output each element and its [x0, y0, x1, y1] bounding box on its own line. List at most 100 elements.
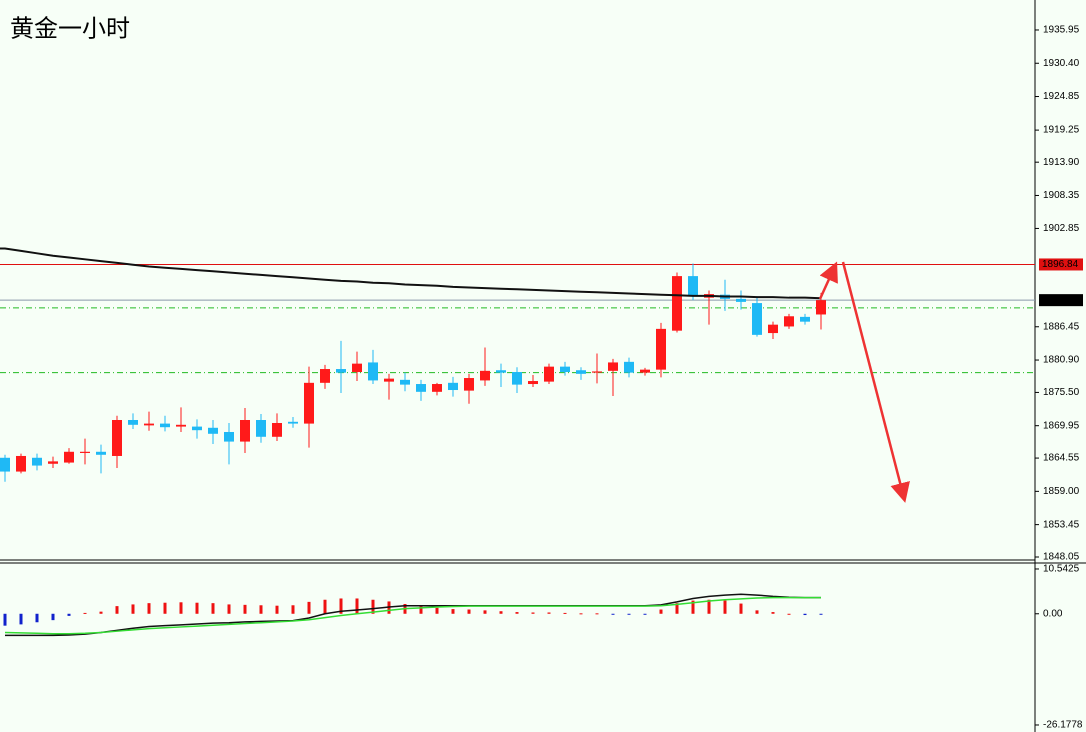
candle-body	[368, 362, 378, 381]
candle-body	[512, 372, 522, 385]
histogram-bar	[51, 613, 55, 621]
histogram-bar	[419, 606, 423, 614]
histogram-bar	[19, 613, 23, 625]
candle-body	[800, 316, 810, 322]
y-tick-label: 1919.25	[1043, 125, 1080, 136]
histogram-bar	[291, 605, 295, 614]
histogram-bar	[803, 613, 807, 616]
histogram-bar	[243, 604, 247, 614]
histogram-bar	[195, 602, 199, 614]
candle-body	[464, 378, 474, 391]
candle-body	[384, 378, 394, 382]
candle-body	[656, 328, 666, 370]
candle-body	[400, 379, 410, 385]
histogram-bar	[147, 603, 151, 614]
candle-body	[288, 421, 298, 424]
histogram-bar	[787, 613, 791, 615]
macd-line	[5, 593, 821, 637]
candle-body	[688, 276, 698, 296]
candle-body	[208, 427, 218, 434]
histogram-bar	[467, 609, 471, 614]
candle-body	[336, 369, 346, 373]
candle-body	[192, 426, 202, 431]
histogram-bar	[435, 607, 439, 614]
candle-body	[544, 366, 554, 382]
y-tick-label: 10.5425	[1043, 564, 1080, 575]
candle-body	[176, 424, 186, 427]
candle-body	[128, 420, 138, 425]
candle-body	[32, 457, 42, 466]
histogram-bar	[483, 610, 487, 614]
histogram-bar	[35, 613, 39, 623]
histogram-bar	[211, 603, 215, 614]
histogram-bar	[531, 612, 535, 614]
candle-body	[256, 420, 266, 437]
histogram-bar	[659, 609, 663, 614]
histogram-bar	[115, 606, 119, 614]
candle-body	[304, 382, 314, 424]
price-label: 1896.84	[1042, 259, 1079, 270]
histogram-bar	[131, 604, 135, 614]
histogram-bar	[547, 612, 551, 614]
candle-body	[624, 361, 634, 373]
histogram-bar	[675, 603, 679, 614]
histogram-bar	[83, 612, 87, 614]
histogram-bar	[611, 613, 615, 615]
candle-body	[432, 384, 442, 392]
price-label-box	[1039, 258, 1083, 271]
histogram-bar	[451, 609, 455, 614]
y-tick-label: 1880.90	[1043, 355, 1080, 366]
histogram-bar	[691, 600, 695, 614]
histogram-bar	[3, 613, 7, 626]
arrow-up	[818, 261, 838, 300]
histogram-bar	[643, 613, 647, 615]
candle-body	[272, 422, 282, 437]
histogram-bar	[371, 599, 375, 614]
y-tick-label: 1924.85	[1043, 91, 1080, 102]
histogram-bar	[627, 613, 631, 615]
y-tick-label: 1913.90	[1043, 157, 1080, 168]
candle-body	[80, 451, 90, 453]
arrow-down	[841, 261, 910, 503]
candle-body	[160, 423, 170, 428]
histogram-bar	[595, 613, 599, 615]
candle-body	[48, 461, 58, 464]
price-label-box	[1039, 294, 1083, 307]
y-tick-label: 0.00	[1043, 608, 1063, 619]
histogram-bar	[771, 612, 775, 614]
candle-body	[352, 363, 362, 373]
candle-body	[592, 371, 602, 373]
candle-body	[144, 423, 154, 426]
candle-body	[784, 316, 794, 327]
signal-line	[4, 596, 821, 635]
y-tick-label: 1853.45	[1043, 519, 1080, 530]
candle-body	[816, 300, 826, 315]
histogram-bar	[819, 613, 823, 615]
candle-body	[448, 382, 458, 391]
y-tick-label: 1930.40	[1043, 58, 1080, 69]
y-tick-label: 1859.00	[1043, 486, 1080, 497]
candle-body	[496, 370, 506, 373]
y-tick-label: 1935.95	[1043, 25, 1080, 36]
y-tick-label: 1848.05	[1043, 552, 1080, 563]
y-tick-label: 1869.95	[1043, 420, 1080, 431]
y-tick-label: 1908.35	[1043, 190, 1080, 201]
histogram-bar	[707, 599, 711, 614]
y-tick-label: 1886.45	[1043, 321, 1080, 332]
histogram-bar	[339, 598, 343, 614]
candle-body	[320, 369, 330, 383]
histogram-bar	[67, 613, 71, 616]
y-tick-label: 1864.55	[1043, 453, 1080, 464]
histogram-bar	[307, 601, 311, 614]
histogram-bar	[99, 611, 103, 614]
candle-body	[96, 451, 106, 455]
candle-body	[112, 420, 122, 456]
candle-body	[576, 370, 586, 374]
candle-body	[672, 276, 682, 331]
candle-body	[560, 366, 570, 373]
histogram-bar	[515, 612, 519, 614]
histogram-bar	[563, 612, 567, 614]
